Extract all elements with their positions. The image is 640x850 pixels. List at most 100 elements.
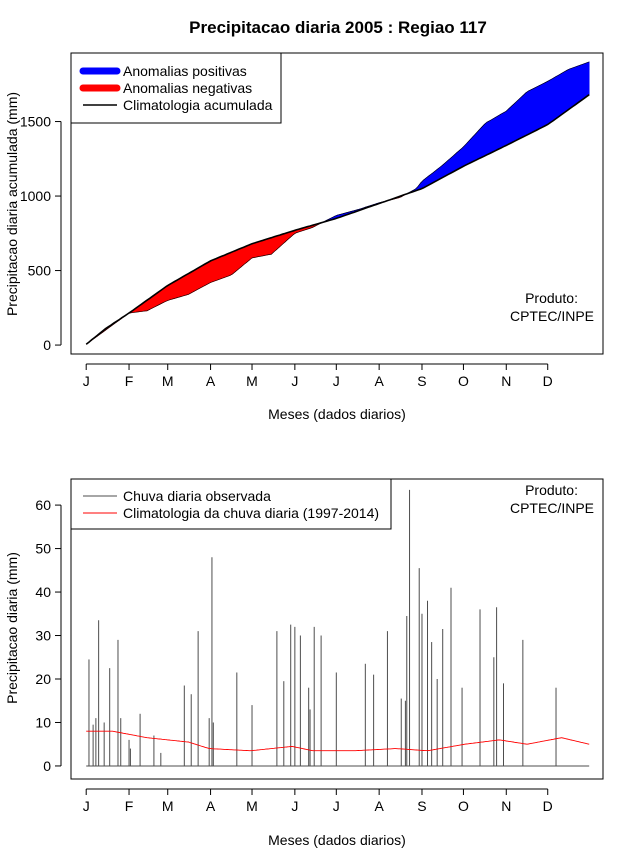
daily-y-tick-label: 40: [35, 584, 51, 600]
daily-x-tick-label: D: [543, 798, 553, 814]
positive-anomaly-segment: [497, 113, 502, 150]
cumulative-observed-outline: [86, 61, 590, 345]
negative-anomaly-segment: [193, 268, 197, 292]
positive-anomaly-segment: [569, 67, 573, 110]
positive-anomaly-segment: [464, 141, 468, 167]
cumulative-y-tick-label: 1500: [20, 114, 51, 130]
negative-anomaly-segment: [249, 243, 253, 261]
negative-anomaly-segment: [202, 263, 206, 288]
negative-anomaly-segment: [237, 247, 242, 270]
positive-anomaly-segment: [525, 90, 529, 137]
negative-anomaly-segment: [221, 254, 225, 279]
cumulative-x-tick-label: F: [125, 373, 134, 389]
negative-anomaly-segment: [218, 255, 222, 280]
daily-x-tick-label: M: [246, 798, 258, 814]
daily-x-tick-label: M: [162, 798, 174, 814]
cumulative-y-axis-label: Precipitacao diaria acumulada (mm): [4, 92, 20, 316]
negative-anomaly-segment: [177, 277, 181, 298]
daily-legend: Chuva diaria observada Climatologia da c…: [70, 478, 392, 530]
positive-anomaly-segment: [530, 87, 535, 134]
negative-anomaly-segment: [257, 240, 261, 258]
positive-anomaly-segment: [450, 154, 455, 174]
daily-x-tick-label: S: [417, 798, 426, 814]
positive-anomaly-segment: [522, 92, 526, 138]
positive-anomaly-segment: [544, 80, 549, 127]
positive-anomaly-segment: [486, 120, 491, 156]
positive-anomaly-segment: [550, 77, 554, 124]
positive-anomaly-segment: [528, 89, 532, 135]
positive-anomaly-segment: [580, 63, 585, 102]
negative-anomaly-segment: [229, 251, 233, 277]
daily-x-tick-label: J: [83, 798, 90, 814]
cumulative-y-axis: 0 500 1000 1500: [20, 114, 62, 353]
positive-anomaly-segment: [533, 86, 538, 132]
positive-anomaly-segment: [500, 112, 504, 149]
cumulative-chart: 0 500 1000 1500 J F M A M J J A S O N D Meses (dados d…: [4, 52, 604, 422]
positive-anomaly-segment: [566, 68, 571, 112]
daily-y-axis: 0 10 20 30 40 50 60: [35, 497, 62, 774]
cumulative-x-tick-label: A: [206, 373, 216, 389]
negative-anomaly-segment: [246, 244, 250, 264]
legend-label-negative: Anomalias negativas: [123, 80, 252, 96]
cumulative-y-tick-label: 500: [28, 263, 52, 279]
daily-y-axis-label: Precipitacao diaria (mm): [4, 552, 20, 704]
daily-x-tick-label: N: [501, 798, 511, 814]
cumulative-climatology-line: [85, 94, 590, 345]
cumulative-x-tick-label: J: [83, 373, 90, 389]
legend-label-positive: Anomalias positivas: [123, 63, 247, 79]
positive-anomaly-segment: [511, 102, 515, 144]
positive-anomaly-segment: [481, 123, 485, 158]
negative-anomaly-segment: [185, 273, 189, 296]
daily-legend-box: [70, 478, 392, 530]
positive-anomaly-segment: [575, 65, 579, 106]
negative-anomaly-segment: [179, 276, 184, 298]
positive-anomaly-segment: [472, 132, 477, 162]
legend-label-climatology: Climatologia acumulada: [123, 97, 273, 113]
product-credit-line2: CPTEC/INPE: [510, 308, 594, 324]
cumulative-x-tick-label: M: [162, 373, 174, 389]
cumulative-x-tick-label: J: [291, 373, 298, 389]
cumulative-x-axis-label: Meses (dados diarios): [268, 406, 406, 422]
positive-anomaly-segment: [547, 79, 551, 126]
negative-anomaly-segment: [226, 252, 231, 277]
daily-y-tick-label: 0: [43, 758, 51, 774]
positive-anomaly-segment: [475, 129, 479, 161]
daily-x-tick-label: A: [374, 798, 384, 814]
legend-label-daily-climatology: Climatologia da chuva diaria (1997-2014): [123, 505, 379, 521]
negative-anomaly-segment: [213, 258, 217, 282]
daily-x-axis-label: Meses (dados diarios): [268, 832, 406, 848]
negative-anomaly-segment: [262, 238, 267, 257]
negative-anomaly-segment: [182, 274, 186, 297]
cumulative-x-tick-label: M: [246, 373, 258, 389]
daily-y-tick-label: 30: [35, 628, 51, 644]
daily-observed-bars: [86, 489, 590, 767]
positive-anomaly-segment: [555, 74, 560, 120]
cumulative-x-tick-label: D: [543, 373, 553, 389]
positive-anomaly-segment: [583, 62, 587, 100]
positive-anomaly-segment: [505, 107, 510, 146]
positive-anomaly-segment: [514, 100, 518, 142]
positive-anomaly-segment: [458, 147, 463, 170]
positive-anomaly-segment: [552, 75, 557, 122]
negative-anomaly-segment: [199, 265, 203, 289]
positive-anomaly-segment: [467, 138, 471, 165]
positive-anomaly-segment: [461, 144, 466, 168]
negative-anomaly-segment: [232, 250, 236, 275]
product-credit-line1: Produto:: [525, 290, 578, 306]
cumulative-x-tick-label: J: [333, 373, 340, 389]
cumulative-y-tick-label: 1000: [20, 188, 51, 204]
daily-y-tick-label: 50: [35, 541, 51, 557]
daily-x-tick-label: J: [291, 798, 298, 814]
negative-anomaly-segment: [240, 246, 244, 268]
positive-anomaly-segment: [563, 69, 568, 114]
positive-anomaly-segment: [558, 72, 562, 118]
daily-y-tick-label: 20: [35, 671, 51, 687]
negative-anomaly-segment: [168, 282, 173, 301]
negative-anomaly-segment: [204, 261, 209, 287]
negative-anomaly-segment: [235, 248, 239, 273]
positive-anomaly-segment: [492, 116, 496, 153]
positive-anomaly-segment: [478, 126, 482, 160]
daily-y-tick-label: 10: [35, 714, 51, 730]
negative-anomaly-segment: [265, 238, 269, 256]
negative-anomaly-segment: [188, 271, 192, 295]
